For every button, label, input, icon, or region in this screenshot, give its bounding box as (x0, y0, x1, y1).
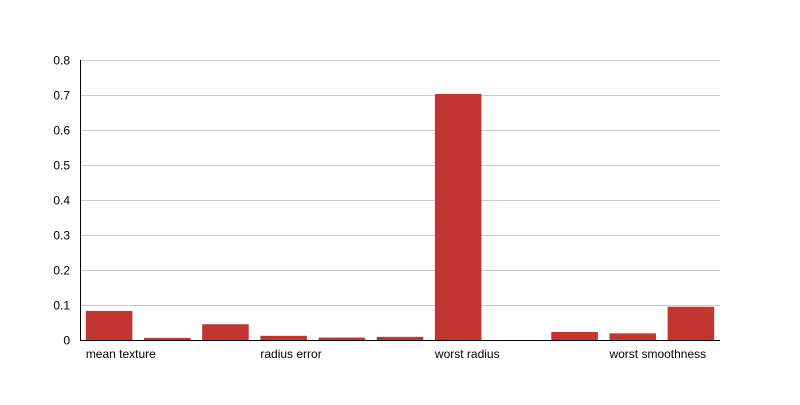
y-tick-label: 0.8 (53, 54, 70, 68)
bar[interactable] (434, 93, 482, 340)
bar[interactable] (202, 324, 249, 340)
y-tick-label: 0.3 (53, 229, 70, 243)
x-tick-label: worst smoothness (608, 347, 706, 361)
bar[interactable] (376, 336, 424, 340)
y-tick-label: 0.4 (53, 194, 70, 208)
y-tick-label: 0.2 (53, 264, 70, 278)
x-tick-label: radius error (260, 347, 321, 361)
y-tick-label: 0.6 (53, 124, 70, 138)
x-tick-label: mean texture (86, 347, 156, 361)
bar[interactable] (667, 306, 715, 340)
y-axis-tick-labels: 0 0.1 0.2 0.3 0.4 0.5 0.6 0.7 0.8 (53, 54, 70, 348)
grid-lines (80, 60, 720, 306)
x-axis-tick-labels: mean texture radius error worst radius wors… (86, 347, 706, 361)
bar[interactable] (609, 333, 656, 340)
x-tick-label: worst radius (434, 347, 500, 361)
bars (85, 93, 715, 340)
bar[interactable] (260, 335, 307, 340)
y-tick-label: 0.1 (53, 299, 70, 313)
bar[interactable] (318, 337, 366, 340)
y-tick-label: 0.7 (53, 89, 70, 103)
bar[interactable] (144, 337, 191, 340)
y-tick-label: 0 (63, 334, 70, 348)
bar[interactable] (85, 310, 133, 340)
bar[interactable] (551, 331, 598, 340)
axes (80, 60, 720, 341)
y-tick-label: 0.5 (53, 159, 70, 173)
